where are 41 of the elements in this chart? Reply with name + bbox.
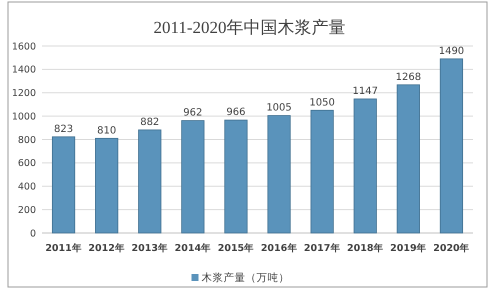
bar — [354, 98, 377, 234]
data-label: 1005 — [266, 102, 292, 114]
x-tick-label: 2011年 — [45, 242, 82, 254]
y-tick-label: 600 — [18, 158, 36, 170]
y-tick-label: 400 — [18, 182, 36, 193]
data-label: 823 — [54, 124, 74, 135]
x-tick-label: 2015年 — [218, 242, 254, 254]
data-label: 1147 — [352, 86, 378, 97]
data-label: 1050 — [309, 97, 335, 108]
x-tick-label: 2013年 — [132, 242, 168, 254]
x-tick-label: 2020年 — [433, 242, 470, 254]
data-label: 882 — [140, 116, 160, 128]
y-tick-label: 1400 — [12, 64, 36, 76]
bar — [181, 120, 204, 234]
bar — [267, 115, 291, 234]
data-label: 966 — [226, 107, 246, 118]
y-tick-label: 1200 — [12, 88, 36, 100]
data-label: 1268 — [396, 72, 422, 83]
y-tick-label: 200 — [18, 204, 36, 216]
data-label: 1490 — [438, 46, 464, 57]
x-tick-label: 2017年 — [304, 242, 340, 254]
x-tick-label: 2012年 — [88, 242, 125, 254]
y-tick-label: 0 — [30, 228, 36, 240]
x-tick-label: 2018年 — [347, 242, 384, 254]
bar — [52, 136, 76, 234]
bar — [440, 58, 464, 234]
legend-label: 木浆产量（万吨） — [202, 271, 290, 284]
y-tick-label: 800 — [18, 134, 36, 146]
data-label: 962 — [183, 108, 202, 119]
bar — [396, 84, 420, 234]
x-tick-label: 2019年 — [390, 242, 427, 254]
chart-title: 2011-2020年中国木浆产量 — [153, 18, 346, 37]
bar — [224, 120, 248, 234]
x-tick-label: 2014年 — [174, 242, 212, 254]
bar — [310, 110, 334, 234]
y-tick-label: 1600 — [12, 41, 36, 52]
y-tick-label: 1000 — [12, 111, 36, 122]
bar — [95, 138, 118, 234]
x-tick-label: 2016年 — [260, 242, 298, 254]
data-label: 810 — [97, 125, 116, 136]
bar — [138, 130, 162, 234]
